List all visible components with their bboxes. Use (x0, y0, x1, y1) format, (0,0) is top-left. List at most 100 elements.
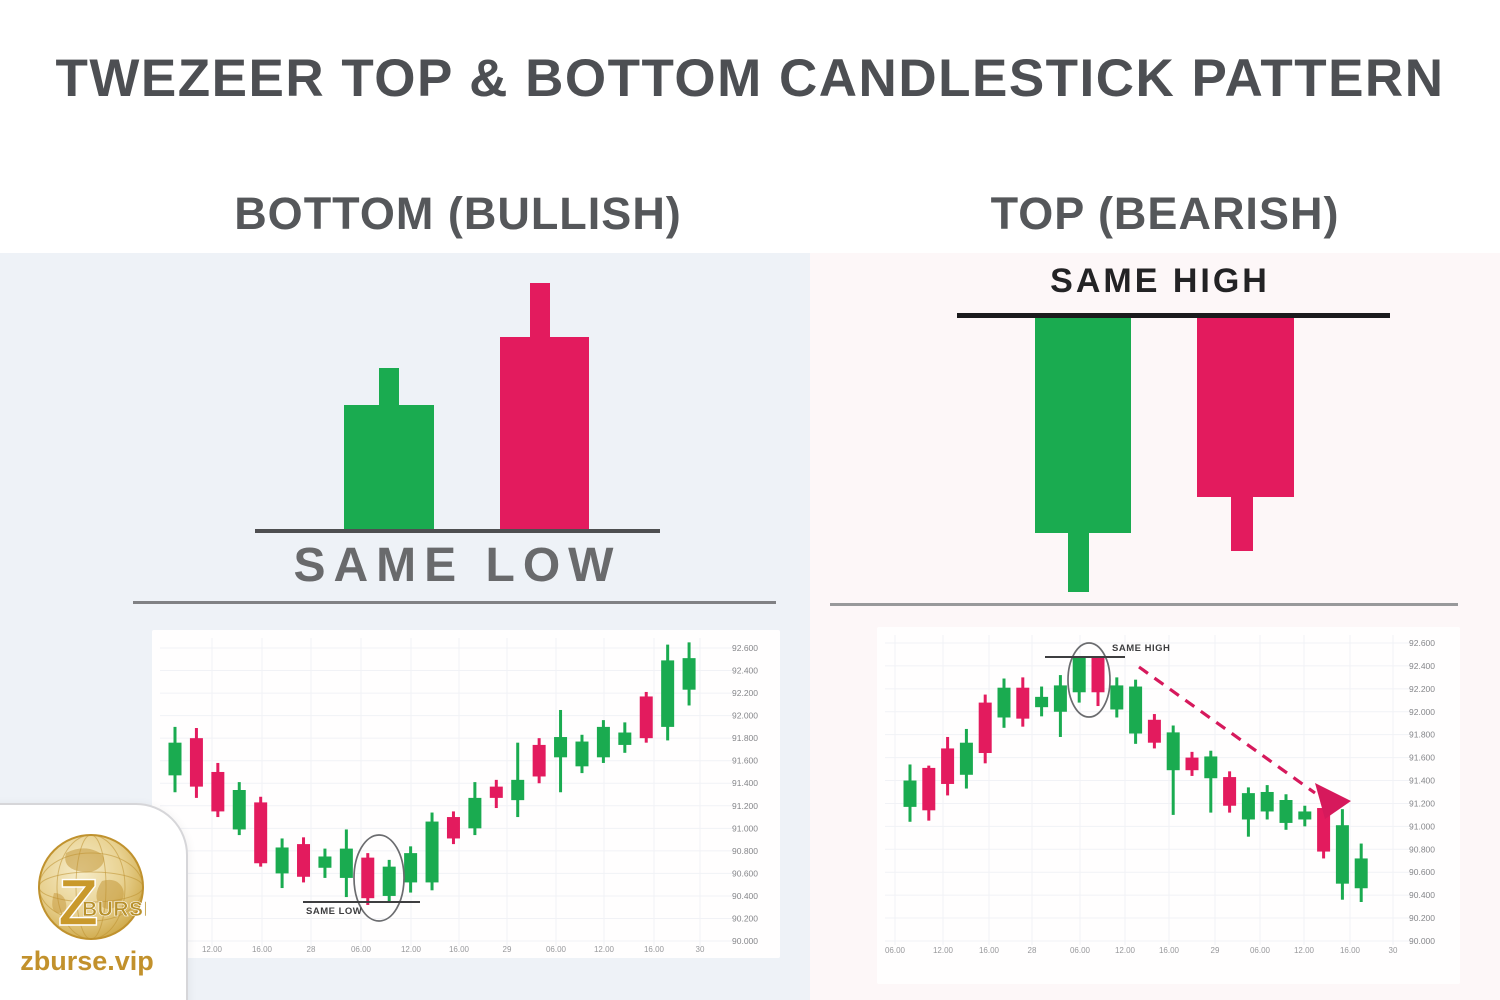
candle-body (978, 702, 992, 754)
x-axis-tick-label: 30 (696, 945, 705, 954)
y-axis-tick-label: 90.000 (1409, 936, 1435, 946)
candle-body (339, 848, 353, 878)
y-axis-tick-label: 91.400 (1409, 776, 1435, 786)
bullish-green-candle-wick (379, 368, 399, 406)
x-axis-tick-label: 16.00 (979, 946, 1000, 955)
candle-body (554, 737, 568, 758)
candle-body (941, 748, 955, 784)
same-low-baseline (255, 529, 660, 533)
x-axis-tick-label: 12.00 (594, 945, 615, 954)
y-axis-tick-label: 92.400 (1409, 661, 1435, 671)
candle-body (1317, 808, 1331, 852)
candle-body (511, 779, 525, 801)
x-axis-tick-label: 06.00 (546, 945, 567, 954)
panel-header-bullish: BOTTOM (BULLISH) (234, 188, 682, 239)
same-low-label: SAME LOW (293, 539, 622, 592)
bearish-example-chart-card: 92.600 92.400 92.200 92.000 91.800 91.600 91.4… (877, 627, 1460, 984)
y-axis-tick-label: 91.600 (732, 756, 758, 766)
y-axis-tick-label: 92.000 (1409, 707, 1435, 717)
candle-wick (1171, 725, 1175, 815)
candle-wick (1209, 750, 1213, 813)
x-axis-tick-label: 12.00 (202, 945, 223, 954)
bullish-pink-candle-body (500, 337, 589, 531)
candle-body (468, 797, 482, 829)
candle-body (1016, 687, 1030, 719)
candle-body (318, 856, 332, 868)
y-axis-tick-label: 92.200 (732, 688, 758, 698)
candle-body (446, 817, 460, 839)
candle-body (922, 767, 936, 811)
y-axis-tick-label: 90.200 (732, 913, 758, 923)
y-axis-tick-label: 92.400 (732, 666, 758, 676)
candle-body (1335, 825, 1349, 884)
bearish-pink-candle-body (1197, 318, 1294, 497)
globe-logo-icon: Z BURSE (38, 834, 146, 940)
candle-body (639, 696, 653, 739)
y-axis-tick-label: 92.600 (732, 643, 758, 653)
y-axis-tick-label: 90.400 (732, 891, 758, 901)
y-axis-tick-label: 90.000 (732, 936, 758, 946)
candle-body (959, 742, 973, 775)
bullish-example-chart: 92.600 92.400 92.200 92.000 91.800 91.600 91.4… (160, 638, 758, 954)
y-axis-tick-label: 92.000 (732, 711, 758, 721)
y-axis-tick-label: 92.600 (1409, 638, 1435, 648)
downtrend-arrow-head (1315, 783, 1351, 819)
right-section-divider (830, 603, 1458, 606)
logo-monogram: Z (58, 865, 98, 939)
tweezer-annotation-label: SAME LOW (306, 906, 362, 917)
y-axis-tick-label: 91.400 (732, 778, 758, 788)
candle-body (1223, 777, 1237, 806)
y-axis-tick-label: 91.200 (1409, 798, 1435, 808)
brand-site-url: zburse.vip (20, 946, 154, 976)
candle-body (1204, 756, 1218, 779)
x-axis-tick-label: 28 (307, 945, 316, 954)
bearish-green-candle-wick (1068, 533, 1089, 592)
bearish-example-chart: 92.600 92.400 92.200 92.000 91.800 91.600 91.4… (885, 635, 1435, 955)
y-axis-tick-label: 91.200 (732, 801, 758, 811)
y-axis-tick-label: 90.800 (1409, 844, 1435, 854)
candle-body (189, 738, 203, 787)
x-axis-tick-label: 12.00 (1115, 946, 1136, 955)
candle-body (425, 821, 439, 883)
candle-body (1091, 657, 1105, 693)
candle-body (168, 742, 182, 776)
candle-body (596, 726, 610, 758)
candle-body (1185, 757, 1199, 771)
x-axis-tick-label: 28 (1028, 946, 1037, 955)
same-high-label: SAME HIGH (1050, 262, 1270, 300)
candle-body (1072, 657, 1086, 693)
candle-body (232, 790, 246, 830)
candle-body (903, 780, 917, 807)
x-axis-tick-label: 16.00 (252, 945, 273, 954)
x-axis-tick-label: 30 (1389, 946, 1398, 955)
x-axis-tick-label: 12.00 (401, 945, 422, 954)
bullish-green-candle-body (344, 405, 434, 531)
candle-body (1147, 719, 1161, 743)
bearish-pink-candle-wick (1231, 497, 1253, 551)
y-axis-tick-label: 90.400 (1409, 890, 1435, 900)
candle-body (361, 857, 375, 899)
bullish-pink-candle-wick (530, 283, 550, 338)
x-axis-tick-label: 16.00 (449, 945, 470, 954)
tweezer-circle (353, 834, 405, 922)
candle-body (1279, 800, 1293, 823)
y-axis-tick-label: 91.600 (1409, 753, 1435, 763)
candle-body (997, 687, 1011, 718)
candle-body (661, 660, 675, 727)
left-section-divider (133, 601, 776, 604)
x-axis-tick-label: 06.00 (885, 946, 906, 955)
x-axis-tick-label: 16.00 (1159, 946, 1180, 955)
downtrend-dashed-arrow-line (1138, 665, 1316, 795)
candle-body (1035, 696, 1049, 708)
candle-body (1166, 732, 1180, 771)
y-axis-tick-label: 90.600 (1409, 867, 1435, 877)
candle-body (682, 658, 696, 690)
y-axis-tick-label: 91.000 (732, 823, 758, 833)
page-title: TWEZEER TOP & BOTTOM CANDLESTICK PATTERN (55, 49, 1445, 108)
candle-body (532, 744, 546, 777)
candle-body (1354, 858, 1368, 889)
tweezer-circle (1067, 642, 1111, 718)
x-axis-tick-label: 06.00 (1070, 946, 1091, 955)
x-axis-tick-label: 06.00 (1250, 946, 1271, 955)
candle-body (404, 853, 418, 883)
